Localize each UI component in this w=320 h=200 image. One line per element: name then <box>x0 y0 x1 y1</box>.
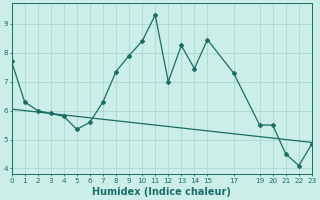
X-axis label: Humidex (Indice chaleur): Humidex (Indice chaleur) <box>92 187 231 197</box>
